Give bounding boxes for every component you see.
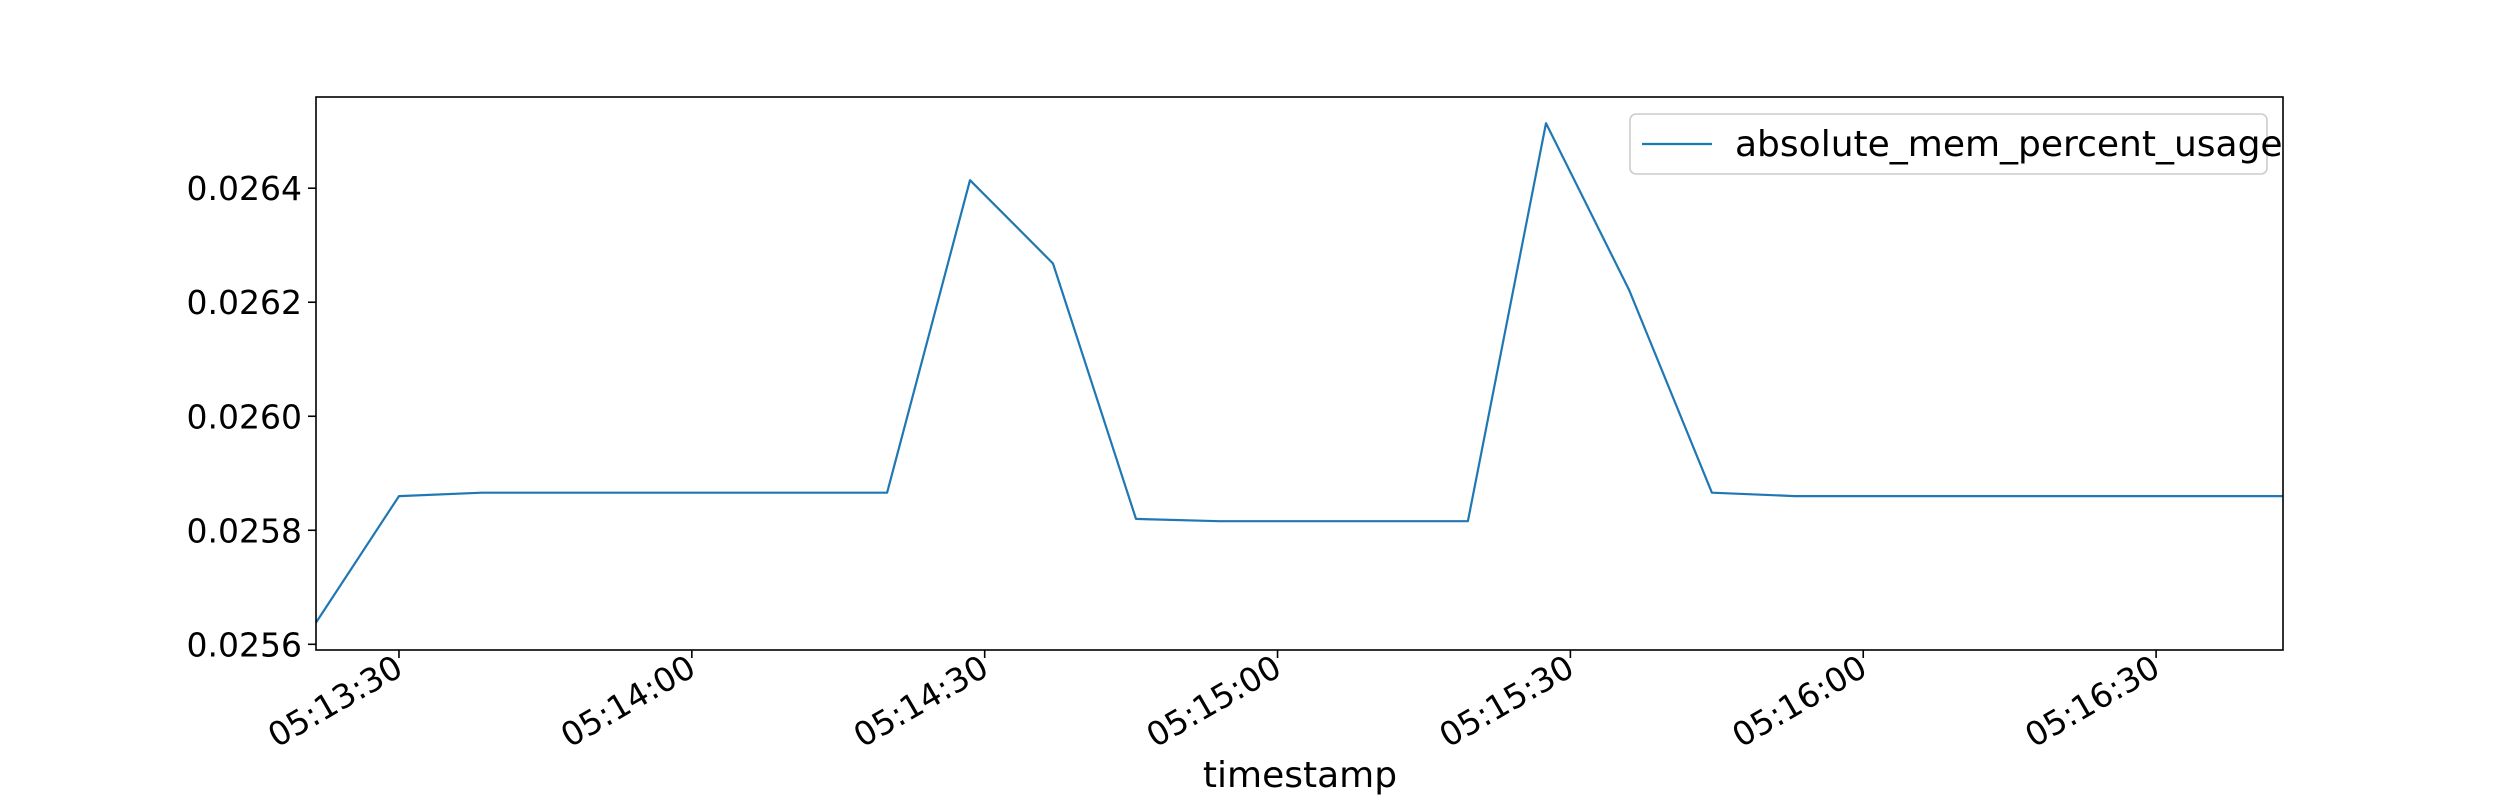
- x-axis-label: timestamp: [1203, 755, 1397, 796]
- x-tick-label: 05:14:30: [847, 647, 995, 755]
- x-tick-label: 05:14:00: [554, 647, 702, 755]
- y-tick-label: 0.0260: [187, 397, 302, 436]
- x-axis: 05:13:30 05:14:00 05:14:30 05:15:00 05:15:30…: [261, 647, 2166, 755]
- series-line-0: [315, 122, 2283, 624]
- plot-frame: [315, 96, 2284, 651]
- y-axis: 0.0256 0.0258 0.0260 0.0262 0.0264: [187, 169, 316, 664]
- legend-box: [1629, 113, 2268, 175]
- y-tick-label: 0.0264: [187, 169, 302, 208]
- series-layer: [315, 122, 2283, 624]
- x-tick-label: 05:15:30: [1433, 647, 1581, 755]
- x-tick-label: 05:15:00: [1140, 647, 1288, 755]
- plot-area: [316, 97, 2283, 650]
- legend: absolute_mem_percent_usage: [1629, 113, 2283, 175]
- x-tick-label: 05:16:30: [2018, 647, 2166, 755]
- y-tick-label: 0.0256: [187, 625, 302, 664]
- x-tick-label: 05:16:00: [1725, 647, 1873, 755]
- y-tick-label: 0.0262: [187, 283, 302, 322]
- legend-label: absolute_mem_percent_usage: [1735, 124, 2283, 165]
- y-tick-label: 0.0258: [187, 511, 302, 550]
